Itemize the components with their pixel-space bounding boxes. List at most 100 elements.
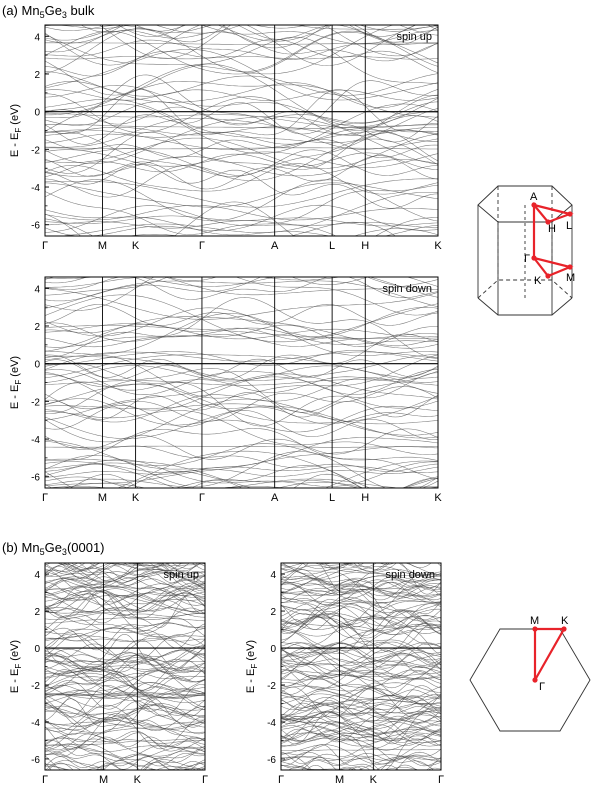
y-tick-label: 4 [34,284,40,295]
band-line [281,623,441,655]
band-line [324,563,432,569]
band-line [45,322,438,347]
x-tick-label: K [434,240,442,252]
band-line [281,584,441,605]
sbz-label-M: M [530,615,539,627]
y-tick-label: -4 [267,718,276,729]
band-line [45,714,205,736]
band-line [45,584,205,599]
band-line [45,36,438,96]
band-line [45,277,438,300]
band-line [45,323,438,347]
band-line [281,682,441,700]
band-line [281,694,441,704]
band-line [45,638,205,642]
band-line [281,606,441,634]
band-line [45,205,438,221]
band-line [45,705,205,721]
bands-surf-up [45,563,205,770]
band-line [281,757,441,769]
band-line [45,649,205,677]
y-tick-label: 2 [34,70,40,81]
band-line [281,719,441,749]
band-line [54,563,205,582]
band-line [45,307,438,337]
band-line [281,662,441,687]
band-line [281,685,441,718]
band-line [281,609,441,636]
x-tick-label: K [134,774,142,786]
band-line [45,766,192,770]
band-line [45,563,205,583]
band-line [45,373,438,425]
y-tick-label: 0 [34,108,40,119]
band-line [45,700,205,728]
band-line [281,598,441,625]
band-line [281,649,441,665]
band-line [45,93,438,136]
band-line [281,658,441,668]
band-line [281,651,441,681]
band-line [281,765,348,770]
band-line [45,744,205,758]
band-line [45,201,438,236]
band-line [45,704,205,732]
band-line [281,582,441,604]
band-line [281,648,441,661]
y-tick-label: 0 [34,360,40,371]
band-line [45,164,438,209]
band-line [281,603,441,621]
band-line [45,451,438,488]
band-line [45,277,147,288]
band-line [45,280,438,309]
y-tick-label: -6 [267,755,276,766]
band-line [45,126,438,136]
band-line [45,403,438,425]
spin-annotation: spin down [382,283,432,295]
band-line [45,759,203,770]
band-line [281,688,441,723]
x-tick-label: K [370,774,378,786]
band-line [281,603,441,613]
band-line [45,116,438,165]
band-line [45,128,438,145]
band-line [45,163,438,195]
band-line [45,379,438,386]
band-line [45,101,438,126]
band-line [45,649,205,664]
band-line [45,623,205,639]
band-line [281,694,441,710]
band-line [281,695,441,723]
band-line [127,228,438,236]
band-line [45,373,438,421]
band-line [282,563,441,576]
band-line [45,156,438,177]
y-tick-label: 4 [34,32,40,43]
band-line [45,635,205,642]
bands-bulk-up [45,25,438,236]
band-line [45,98,438,144]
band-line [45,746,205,761]
band-line [45,372,438,427]
band-line [45,693,205,700]
x-tick-label: Γ [199,492,205,504]
band-line [45,667,205,699]
band-line [45,478,438,488]
band-line [45,428,438,460]
band-line [67,563,190,570]
band-line [45,405,438,439]
band-line [45,476,438,488]
band-line [45,578,205,590]
band-line [45,182,438,208]
band-line [45,437,438,470]
band-line [45,693,205,697]
y-tick-label: 0 [34,644,40,655]
band-line [45,591,205,613]
bz-label-Gamma: Γ [524,253,530,265]
x-tick-label: M [98,492,107,504]
band-line [281,740,441,765]
band-line [45,323,438,340]
band-line [45,465,438,478]
